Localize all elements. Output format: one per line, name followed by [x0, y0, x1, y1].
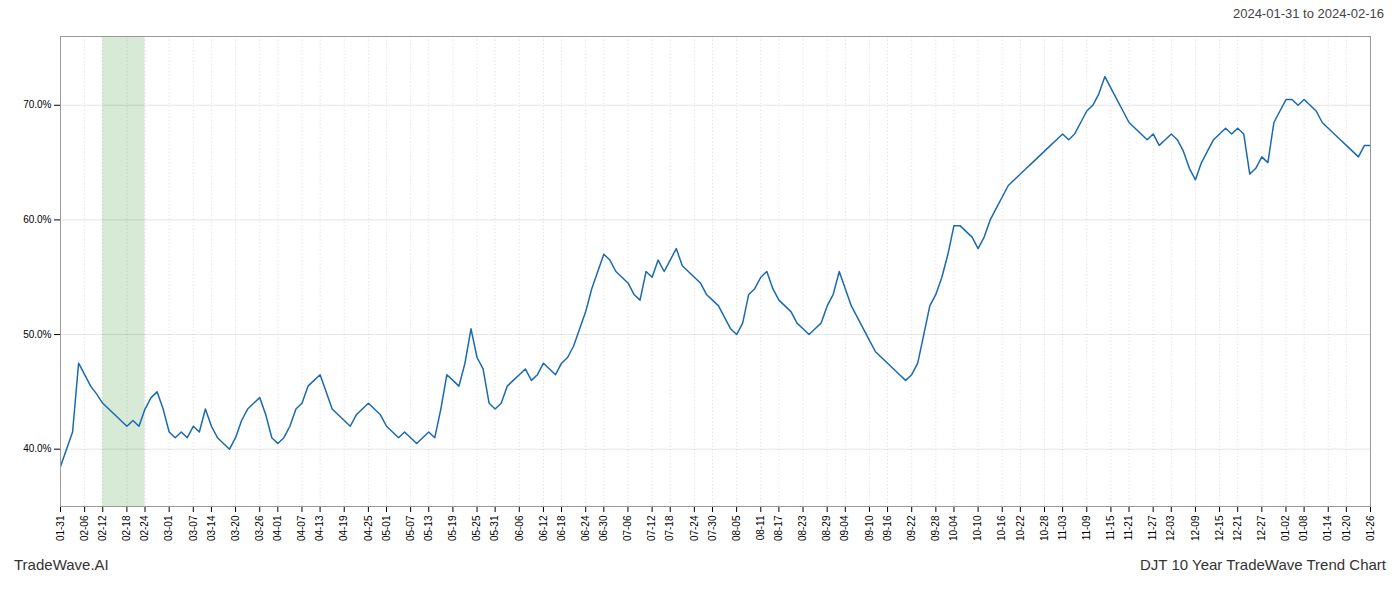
svg-text:06-18: 06-18	[556, 515, 567, 541]
svg-text:06-12: 06-12	[538, 515, 549, 541]
svg-text:05-07: 05-07	[405, 515, 416, 541]
svg-text:09-22: 09-22	[906, 515, 917, 541]
svg-text:08-05: 08-05	[731, 515, 742, 541]
svg-text:04-13: 04-13	[314, 515, 325, 541]
svg-text:10-04: 10-04	[948, 515, 959, 541]
svg-text:10-22: 10-22	[1015, 515, 1026, 541]
svg-text:05-25: 05-25	[471, 515, 482, 541]
html-text:TradeWave.AI: TradeWave.AI	[14, 556, 109, 573]
svg-text:02-06: 02-06	[79, 515, 90, 541]
svg-text:04-25: 04-25	[363, 515, 374, 541]
svg-text:70.0%: 70.0%	[23, 99, 51, 110]
svg-text:11-03: 11-03	[1057, 515, 1068, 540]
svg-text:01-20: 01-20	[1341, 515, 1352, 541]
svg-text:06-24: 06-24	[580, 515, 591, 541]
svg-text:03-14: 03-14	[206, 515, 217, 541]
svg-text:10-28: 10-28	[1039, 515, 1050, 541]
svg-text:12-09: 12-09	[1190, 515, 1201, 541]
svg-text:12-27: 12-27	[1256, 515, 1267, 541]
svg-text:11-09: 11-09	[1081, 515, 1092, 540]
svg-text:12-03: 12-03	[1165, 515, 1176, 541]
svg-text:02-18: 02-18	[121, 515, 132, 541]
svg-text:05-13: 05-13	[423, 515, 434, 541]
svg-text:04-07: 04-07	[296, 515, 307, 541]
svg-text:40.0%: 40.0%	[23, 443, 51, 454]
svg-text:50.0%: 50.0%	[23, 329, 51, 340]
svg-text:11-27: 11-27	[1147, 515, 1158, 540]
svg-text:05-31: 05-31	[489, 515, 500, 541]
svg-text:12-15: 12-15	[1214, 515, 1225, 541]
svg-text:09-16: 09-16	[882, 515, 893, 541]
svg-text:01-26: 01-26	[1365, 515, 1376, 541]
html-text:DJT 10 Year TradeWave Trend Ch: DJT 10 Year TradeWave Trend Chart	[1140, 556, 1386, 573]
html-text:2024-01-31 to 2024-02-16: 2024-01-31 to 2024-02-16	[1232, 6, 1384, 21]
svg-text:05-19: 05-19	[447, 515, 458, 541]
svg-text:02-12: 02-12	[97, 515, 108, 541]
svg-text:11-21: 11-21	[1123, 515, 1134, 540]
svg-text:11-15: 11-15	[1105, 515, 1116, 540]
svg-text:01-02: 01-02	[1280, 515, 1291, 541]
svg-text:08-17: 08-17	[773, 515, 784, 541]
svg-text:05-01: 05-01	[381, 515, 392, 541]
svg-text:07-30: 07-30	[707, 515, 718, 541]
svg-text:10-16: 10-16	[996, 515, 1007, 541]
svg-text:04-01: 04-01	[272, 515, 283, 541]
svg-text:08-23: 08-23	[797, 515, 808, 541]
svg-text:12-21: 12-21	[1232, 515, 1243, 541]
svg-text:10-10: 10-10	[972, 515, 983, 541]
svg-text:01-14: 01-14	[1322, 515, 1333, 541]
svg-text:07-06: 07-06	[622, 515, 633, 541]
svg-text:03-07: 03-07	[188, 515, 199, 541]
svg-text:07-12: 07-12	[646, 515, 657, 541]
svg-text:07-18: 07-18	[664, 515, 675, 541]
svg-text:07-24: 07-24	[689, 515, 700, 541]
svg-text:02-24: 02-24	[139, 515, 150, 541]
svg-text:03-01: 03-01	[163, 515, 174, 541]
svg-text:09-28: 09-28	[930, 515, 941, 541]
svg-text:60.0%: 60.0%	[23, 214, 51, 225]
svg-text:01-08: 01-08	[1298, 515, 1309, 541]
svg-text:08-11: 08-11	[755, 515, 766, 540]
svg-text:08-29: 08-29	[821, 515, 832, 541]
svg-text:03-20: 03-20	[230, 515, 241, 541]
svg-text:03-26: 03-26	[254, 515, 265, 541]
svg-text:04-19: 04-19	[338, 515, 349, 541]
svg-text:06-06: 06-06	[514, 515, 525, 541]
svg-text:01-31: 01-31	[55, 515, 66, 541]
svg-text:06-30: 06-30	[598, 515, 609, 541]
svg-text:09-04: 09-04	[839, 515, 850, 541]
svg-text:09-10: 09-10	[864, 515, 875, 541]
